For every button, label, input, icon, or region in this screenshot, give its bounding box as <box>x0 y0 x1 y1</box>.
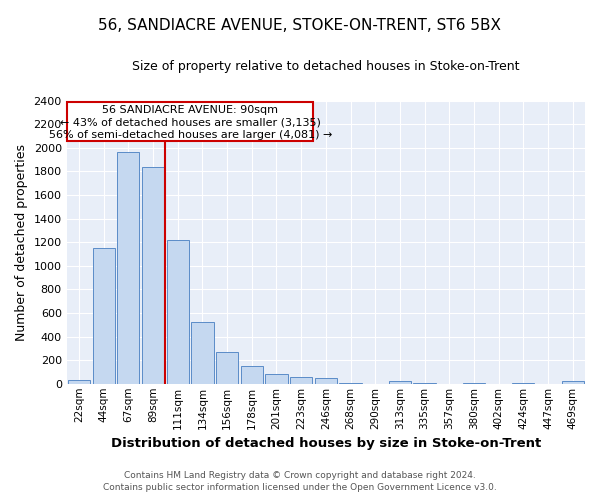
X-axis label: Distribution of detached houses by size in Stoke-on-Trent: Distribution of detached houses by size … <box>111 437 541 450</box>
Bar <box>241 366 263 384</box>
Bar <box>191 322 214 384</box>
Bar <box>216 352 238 384</box>
Text: 56 SANDIACRE AVENUE: 90sqm: 56 SANDIACRE AVENUE: 90sqm <box>103 106 278 116</box>
Bar <box>463 382 485 384</box>
Bar <box>562 382 584 384</box>
Bar <box>340 382 362 384</box>
Bar <box>265 374 287 384</box>
Y-axis label: Number of detached properties: Number of detached properties <box>15 144 28 340</box>
Bar <box>117 152 139 384</box>
Bar <box>290 378 312 384</box>
Bar <box>68 380 90 384</box>
Text: 56, SANDIACRE AVENUE, STOKE-ON-TRENT, ST6 5BX: 56, SANDIACRE AVENUE, STOKE-ON-TRENT, ST… <box>98 18 502 32</box>
Text: 56% of semi-detached houses are larger (4,081) →: 56% of semi-detached houses are larger (… <box>49 130 332 140</box>
Bar <box>315 378 337 384</box>
Bar <box>512 383 535 384</box>
Title: Size of property relative to detached houses in Stoke-on-Trent: Size of property relative to detached ho… <box>132 60 520 73</box>
FancyBboxPatch shape <box>67 102 313 140</box>
Text: ← 43% of detached houses are smaller (3,135): ← 43% of detached houses are smaller (3,… <box>60 118 321 128</box>
Bar <box>413 382 436 384</box>
Bar <box>389 382 411 384</box>
Text: Contains HM Land Registry data © Crown copyright and database right 2024.
Contai: Contains HM Land Registry data © Crown c… <box>103 471 497 492</box>
Bar <box>167 240 189 384</box>
Bar <box>142 166 164 384</box>
Bar <box>92 248 115 384</box>
